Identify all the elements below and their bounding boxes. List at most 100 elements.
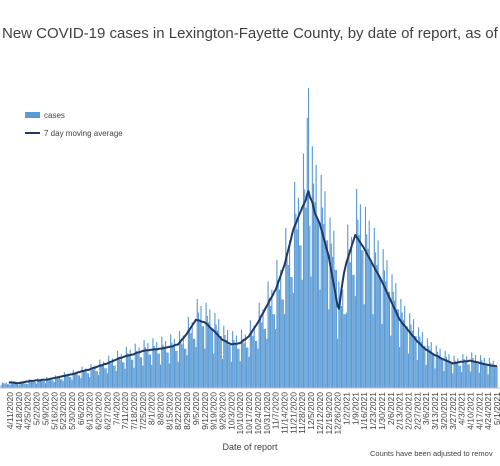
x-tick-label: 7/18/2020 [129, 392, 139, 430]
bar [302, 153, 305, 388]
bar [423, 345, 425, 388]
x-tick-label: 3/6/2021 [421, 392, 431, 425]
bar [215, 324, 217, 388]
bar [382, 249, 384, 388]
bar [492, 360, 494, 388]
x-tick-label: 6/20/2020 [94, 392, 104, 430]
bar [473, 360, 475, 388]
bar [195, 347, 197, 388]
x-tick-label: 2/27/2021 [412, 392, 422, 430]
bar [148, 354, 150, 388]
bar [425, 365, 427, 388]
x-tick-label: 2/6/2021 [386, 392, 396, 425]
bar [409, 313, 411, 388]
bar [225, 339, 227, 388]
bar [205, 302, 207, 388]
bar [362, 250, 364, 388]
bar [325, 240, 327, 388]
bar [178, 331, 181, 388]
bar [18, 385, 20, 388]
bar [197, 312, 200, 388]
bar [488, 357, 491, 388]
x-tick-label: 1/16/2021 [359, 392, 369, 430]
bar [402, 319, 404, 388]
bar [227, 330, 229, 388]
bar [101, 366, 103, 388]
bar [438, 355, 440, 388]
x-tick-label: 9/26/2020 [218, 392, 228, 430]
bar [430, 342, 432, 388]
bar [329, 217, 331, 388]
bar [35, 383, 38, 388]
bar [134, 343, 136, 388]
bar [367, 248, 369, 388]
bar [48, 379, 50, 388]
bar [142, 365, 144, 388]
bar [65, 374, 67, 388]
bar [113, 365, 115, 388]
bar [218, 319, 220, 388]
bar [419, 336, 421, 388]
bar [352, 274, 354, 388]
bar [368, 220, 370, 388]
bar [364, 206, 367, 388]
bar [115, 371, 117, 388]
x-tick-label: 5/23/2020 [58, 392, 68, 430]
bar [268, 297, 270, 388]
bar [480, 355, 482, 388]
bar [166, 352, 168, 388]
bar [349, 262, 351, 388]
bar [270, 306, 272, 388]
bar [468, 364, 470, 388]
bar [397, 309, 399, 388]
x-tick-label: 6/13/2020 [85, 392, 95, 430]
x-axis-title: Date of report [222, 442, 278, 452]
bar [448, 354, 450, 388]
bar [482, 362, 484, 388]
x-tick-label: 12/5/2020 [306, 392, 316, 430]
x-tick-label: 5/2/2020 [32, 392, 42, 425]
bar [359, 204, 361, 388]
bar [220, 336, 222, 388]
bar [186, 355, 188, 388]
x-tick-label: 5/1/2021 [492, 392, 500, 425]
bar [455, 363, 458, 388]
bar [391, 274, 393, 388]
x-tick-label: 10/17/2020 [244, 392, 254, 435]
bar [89, 377, 91, 388]
x-tick-label: 8/1/2020 [147, 392, 157, 425]
x-tick-label: 9/5/2020 [191, 392, 201, 425]
bar [200, 306, 202, 388]
x-tick-label: 11/14/2020 [280, 392, 290, 434]
bar [459, 365, 461, 388]
bar [486, 365, 488, 388]
bar [184, 348, 186, 388]
bar [466, 356, 468, 388]
x-tick-label: 8/22/2020 [173, 392, 183, 430]
bar [461, 372, 463, 388]
bar [283, 314, 286, 388]
bar [464, 361, 466, 388]
bar [335, 269, 337, 388]
x-tick-label: 5/30/2020 [67, 392, 77, 430]
x-tick-label: 3/27/2021 [448, 392, 458, 430]
bar [267, 281, 269, 388]
bar [165, 340, 167, 388]
bar [17, 383, 19, 388]
bar [256, 340, 258, 388]
bar [214, 313, 216, 388]
x-tick-label: 1/30/2021 [377, 392, 387, 430]
bar [252, 336, 254, 388]
bar [177, 361, 179, 388]
bar [493, 367, 496, 388]
bar [243, 343, 245, 388]
bar [44, 383, 46, 388]
bar [338, 281, 340, 388]
bar [162, 344, 164, 388]
footnote: Counts have been adjusted to remov [370, 449, 493, 458]
x-tick-label: 10/24/2020 [253, 392, 263, 435]
bar [210, 328, 212, 388]
bar [330, 243, 332, 388]
bar [28, 379, 30, 388]
bar [447, 359, 449, 388]
